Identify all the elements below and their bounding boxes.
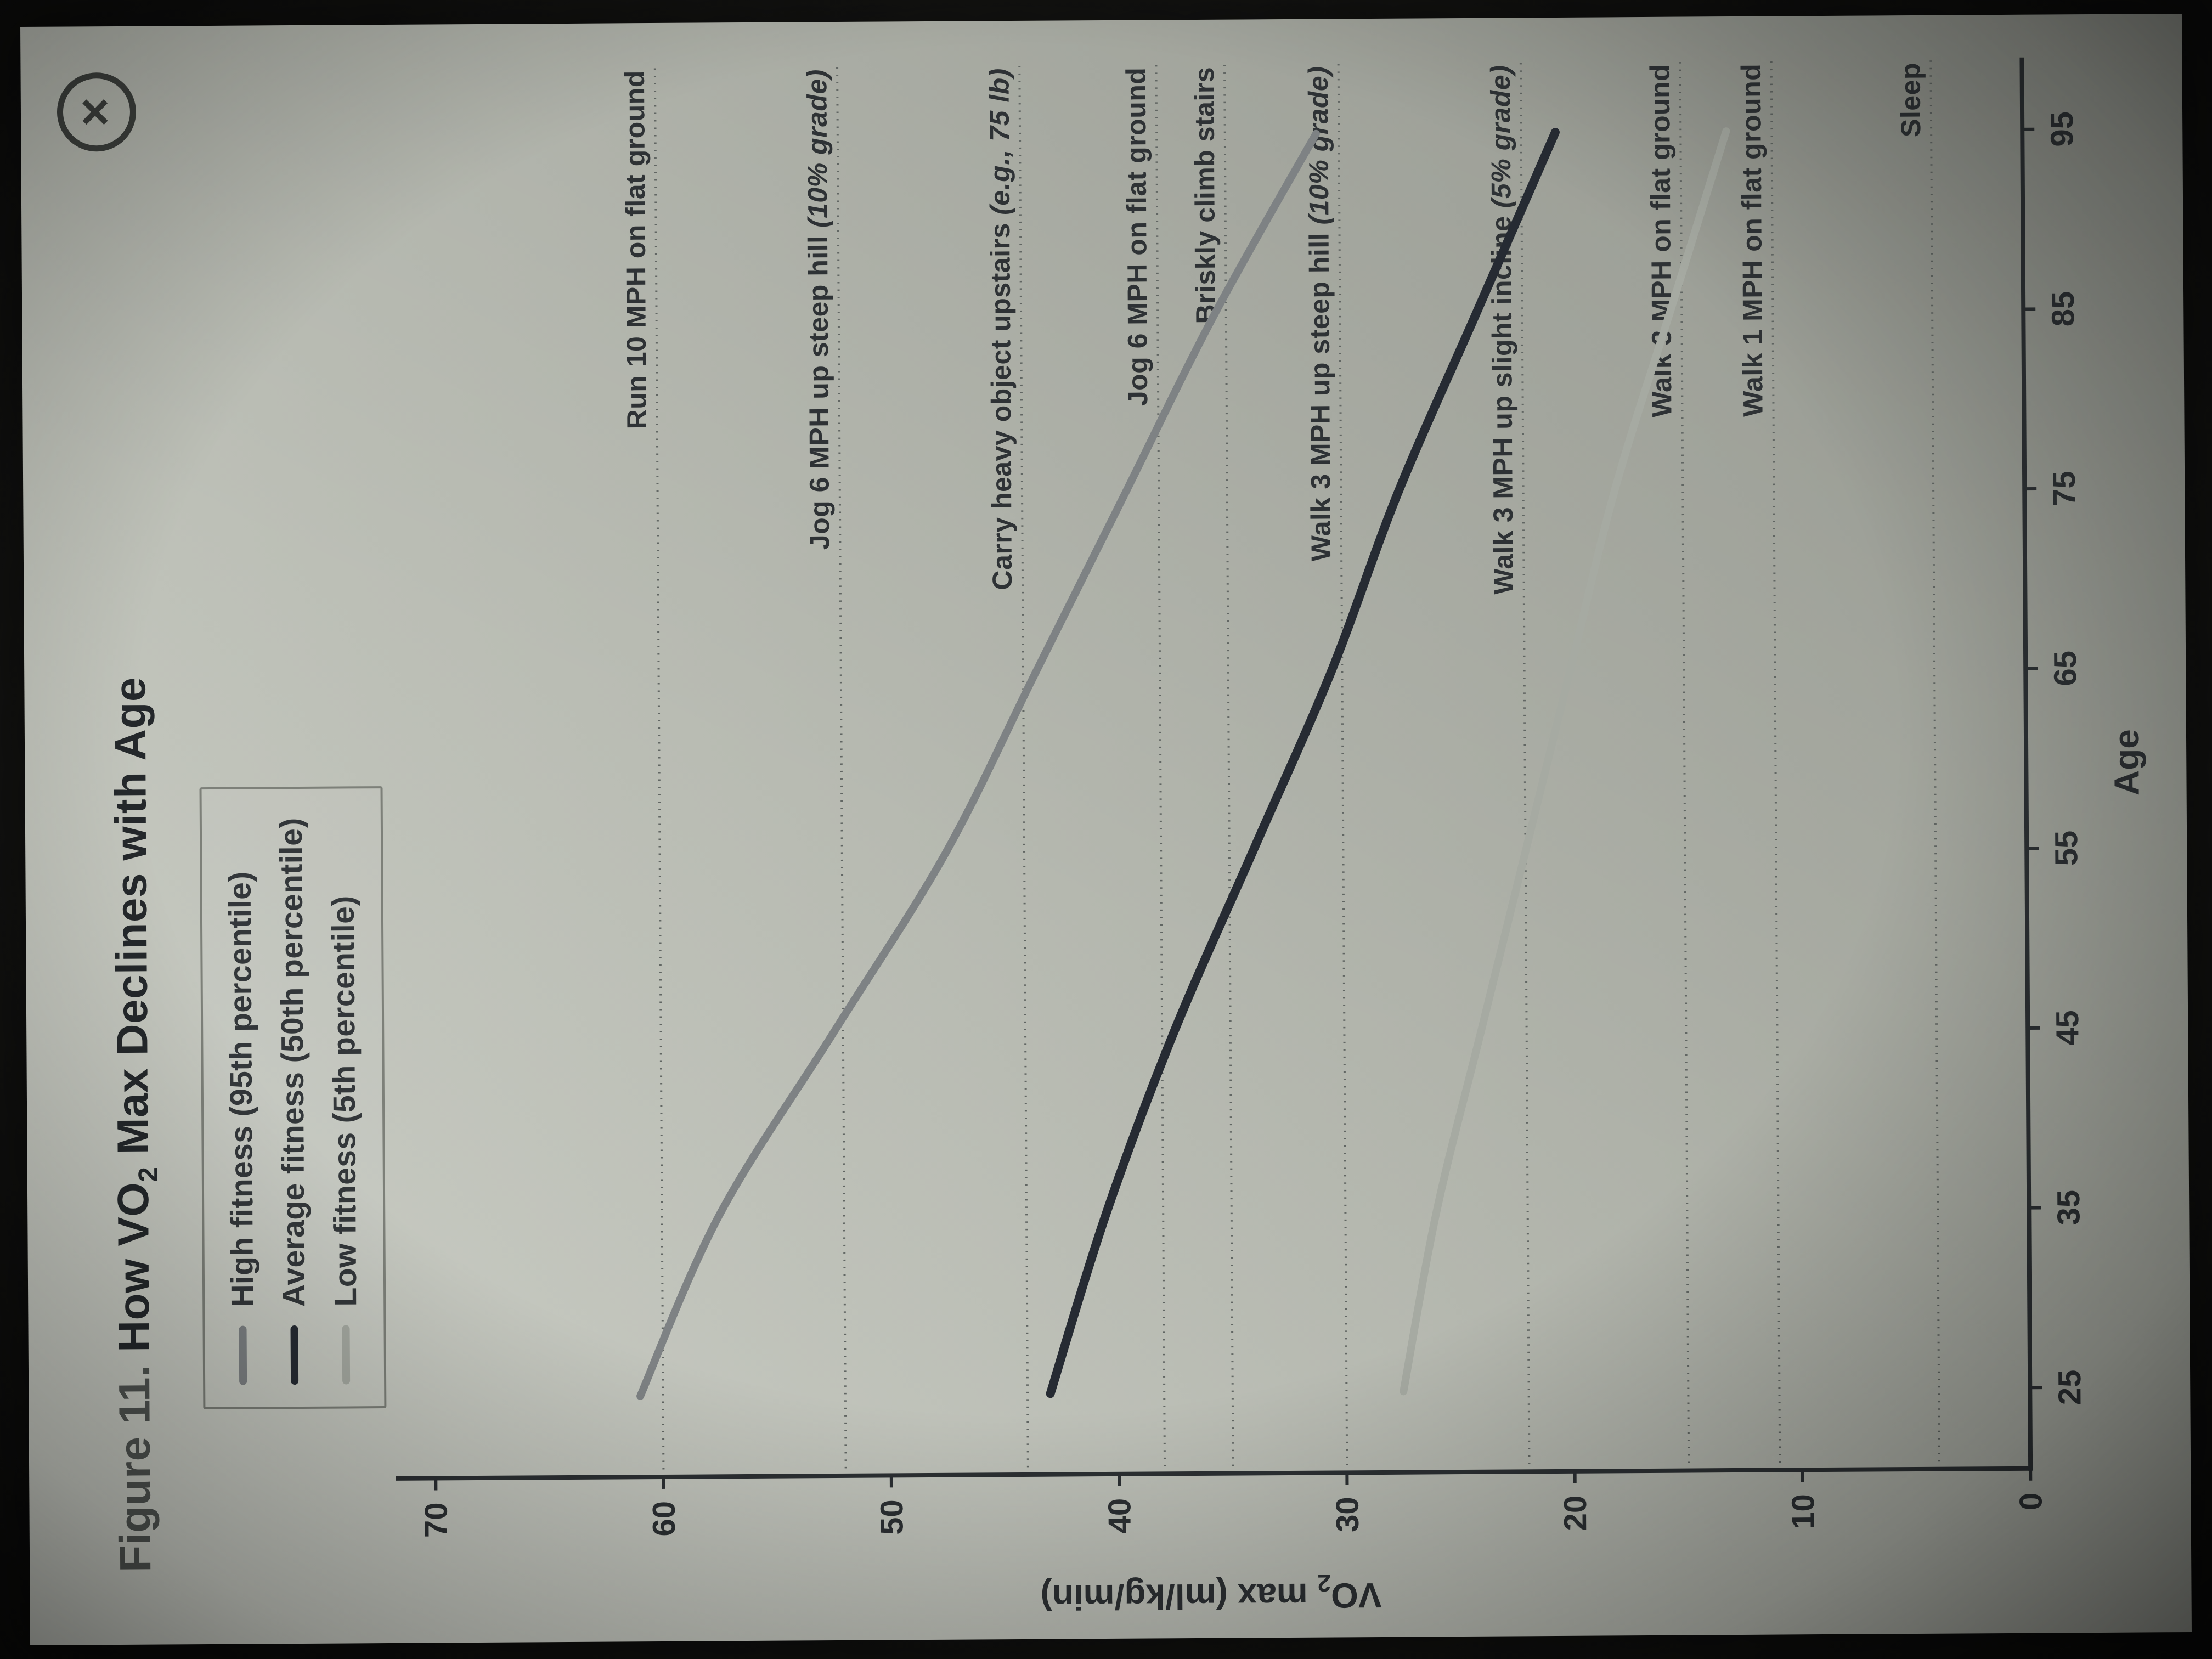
reference-line — [1929, 58, 1941, 1469]
x-tick-label: 55 — [2049, 830, 2084, 866]
legend-item-label: Low fitness (5th percentile) — [325, 895, 364, 1307]
close-button[interactable]: × — [57, 72, 137, 152]
reference-label: Jog 6 MPH on flat ground — [1120, 67, 1153, 406]
vo2-chart: Run 10 MPH on flat ground Jog 6 MPH up st… — [396, 57, 2147, 1617]
reference-label: Walk 1 MPH on flat ground — [1736, 64, 1769, 417]
figure-title: Figure 11. How VO2 Max Declines with Age — [103, 169, 166, 1573]
reference-label: Carry heavy object upstairs (e.g., 75 lb… — [984, 68, 1018, 590]
chart-area: Run 10 MPH on flat ground Jog 6 MPH up st… — [365, 14, 2169, 1643]
y-tick-label: 70 — [419, 1502, 454, 1538]
legend-item-label: High fitness (95th percentile) — [222, 871, 261, 1307]
reference-label: Walk 3 MPH up slight incline (5% grade) — [1485, 65, 1519, 594]
y-axis-ticks: 0 10 20 30 40 50 60 70 — [419, 1468, 2049, 1538]
title-pre: How VO — [108, 1182, 159, 1365]
y-tick-label: 50 — [874, 1499, 910, 1535]
device-screen: × Figure 11. How VO2 Max Declines with A… — [20, 13, 2192, 1646]
y-tick-label: 20 — [1558, 1496, 1593, 1531]
reference-label: Sleep — [1895, 63, 1926, 137]
y-tick-label: 0 — [2013, 1493, 2049, 1511]
reference-label: Briskly climb stairs — [1189, 67, 1221, 324]
reference-label: Walk 3 MPH up steep hill (10% grade) — [1303, 66, 1337, 561]
title-subscript: 2 — [132, 1166, 163, 1182]
legend-line-swatch — [290, 1325, 299, 1385]
reference-label: Run 10 MPH on flat ground — [619, 70, 652, 429]
y-axis-title: VO2 max (ml/kg/min) — [1040, 1569, 1381, 1617]
reference-line — [1519, 60, 1531, 1472]
x-tick-label: 45 — [2050, 1010, 2085, 1046]
reference-line — [1223, 62, 1234, 1474]
legend-line-swatch — [239, 1325, 247, 1385]
figure-label: Figure 11. — [109, 1364, 160, 1573]
legend-item-label: Average fitness (50th percentile) — [273, 817, 312, 1307]
close-icon: × — [66, 97, 123, 127]
legend: High fitness (95th percentile) Average fi… — [199, 786, 387, 1410]
reference-line — [1770, 59, 1781, 1470]
reference-line — [1337, 61, 1348, 1473]
x-tick-label: 85 — [2045, 291, 2081, 327]
x-tick-label: 95 — [2044, 111, 2080, 147]
x-axis-line — [2019, 57, 2033, 1471]
x-tick-label: 25 — [2052, 1369, 2087, 1405]
x-tick-label: 65 — [2047, 651, 2083, 686]
reference-lines: Run 10 MPH on flat ground Jog 6 MPH up st… — [619, 58, 1941, 1477]
reference-line — [653, 65, 665, 1477]
y-tick-label: 60 — [646, 1501, 682, 1537]
x-tick-label: 75 — [2046, 471, 2082, 506]
series-low-fitness-5th-percentile — [1400, 127, 1730, 1396]
reference-label: Jog 6 MPH up steep hill (10% grade) — [802, 69, 835, 550]
legend-line-swatch — [342, 1325, 351, 1385]
series-curves — [636, 127, 1730, 1400]
device-stage: × Figure 11. How VO2 Max Declines with A… — [20, 13, 2192, 1646]
x-tick-label: 35 — [2051, 1190, 2086, 1226]
y-tick-label: 30 — [1330, 1497, 1365, 1532]
y-tick-label: 40 — [1102, 1498, 1137, 1534]
y-axis-line — [396, 1466, 2031, 1481]
x-axis-ticks: 25 35 45 55 65 75 85 95 — [2022, 111, 2087, 1405]
reference-line — [1018, 63, 1029, 1475]
legend-item: Average fitness (50th percentile) — [273, 817, 313, 1385]
legend-item: Low fitness (5th percentile) — [325, 817, 364, 1385]
x-axis-title: Age — [2107, 729, 2147, 795]
legend-item: High fitness (95th percentile) — [222, 818, 261, 1385]
y-tick-label: 10 — [1785, 1494, 1821, 1530]
reference-line — [1155, 63, 1166, 1474]
reference-line — [836, 64, 847, 1476]
title-post: Max Declines with Age — [105, 676, 157, 1167]
series-average-fitness-50th-percentile — [1046, 128, 1560, 1398]
